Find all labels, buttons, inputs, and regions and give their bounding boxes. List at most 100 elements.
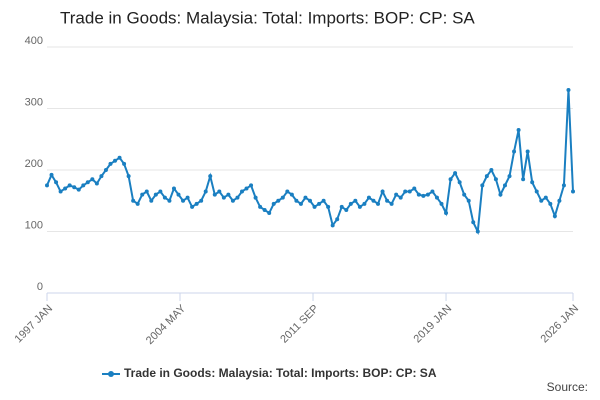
point	[353, 198, 358, 203]
point	[212, 192, 217, 197]
point	[267, 211, 272, 216]
point	[571, 189, 575, 194]
point	[385, 198, 390, 203]
point	[366, 195, 371, 200]
point	[76, 187, 81, 192]
point	[298, 201, 303, 206]
point	[67, 183, 72, 188]
point	[117, 155, 122, 160]
point	[99, 174, 104, 179]
x-tick-label: 2011 SEP	[278, 303, 321, 346]
point	[317, 201, 322, 206]
chart-title: Trade in Goods: Malaysia: Total: Imports…	[60, 8, 475, 27]
point	[466, 198, 471, 203]
point	[253, 195, 258, 200]
point	[249, 183, 254, 188]
point	[176, 192, 181, 197]
point	[94, 181, 99, 186]
point	[539, 198, 544, 203]
point	[348, 201, 353, 206]
point	[403, 189, 408, 194]
point	[226, 192, 231, 197]
point	[45, 183, 49, 188]
point	[144, 189, 149, 194]
point	[330, 223, 335, 228]
y-tick-label: 400	[25, 35, 43, 47]
point	[484, 174, 489, 179]
point	[525, 149, 530, 154]
point	[425, 192, 430, 197]
point	[294, 198, 299, 203]
point	[185, 195, 190, 200]
point	[230, 198, 235, 203]
point	[135, 201, 140, 206]
y-tick-label: 300	[25, 96, 43, 108]
point	[303, 195, 308, 200]
point	[434, 195, 439, 200]
point	[543, 195, 548, 200]
x-tick-label: 1997 JAN	[13, 303, 56, 346]
point	[493, 177, 498, 182]
point	[63, 186, 68, 191]
point	[394, 192, 399, 197]
point	[502, 183, 507, 188]
point	[312, 204, 317, 209]
point	[439, 201, 444, 206]
point	[90, 177, 95, 182]
point	[521, 177, 526, 182]
point	[49, 172, 54, 177]
point	[430, 189, 435, 194]
y-tick-label: 100	[25, 219, 43, 231]
point	[548, 201, 553, 206]
point	[58, 189, 63, 194]
point	[85, 180, 90, 185]
point	[199, 198, 204, 203]
point	[171, 186, 176, 191]
point	[108, 161, 113, 166]
point	[271, 201, 276, 206]
point	[289, 192, 294, 197]
legend-label: Trade in Goods: Malaysia: Total: Imports…	[124, 366, 437, 380]
point	[344, 207, 349, 212]
point	[113, 158, 118, 163]
point	[181, 198, 186, 203]
point	[457, 180, 462, 185]
point	[103, 168, 108, 172]
point	[489, 168, 494, 172]
legend-marker	[108, 371, 114, 377]
point	[131, 198, 136, 203]
point	[244, 186, 249, 191]
point	[235, 195, 240, 200]
point	[167, 198, 172, 203]
point	[512, 149, 517, 154]
point	[72, 185, 77, 190]
point	[444, 211, 449, 216]
point	[357, 204, 362, 209]
point	[308, 198, 312, 203]
point	[475, 229, 480, 234]
point	[54, 180, 59, 185]
point	[462, 192, 467, 197]
point	[158, 189, 163, 194]
point	[208, 174, 213, 179]
point	[566, 88, 571, 93]
point	[321, 198, 326, 203]
point	[362, 201, 367, 206]
point	[339, 204, 344, 209]
point	[335, 217, 340, 222]
point	[217, 189, 222, 194]
point	[190, 204, 195, 209]
point	[326, 204, 331, 209]
point	[140, 192, 145, 197]
point	[276, 198, 281, 203]
point	[389, 201, 394, 206]
point	[126, 174, 131, 179]
point	[122, 161, 127, 166]
point	[448, 177, 453, 182]
point	[203, 189, 208, 194]
point	[239, 189, 244, 194]
x-tick-label: 2019 JAN	[412, 303, 455, 346]
x-tick-label: 2026 JAN	[539, 303, 582, 346]
point	[498, 192, 503, 197]
